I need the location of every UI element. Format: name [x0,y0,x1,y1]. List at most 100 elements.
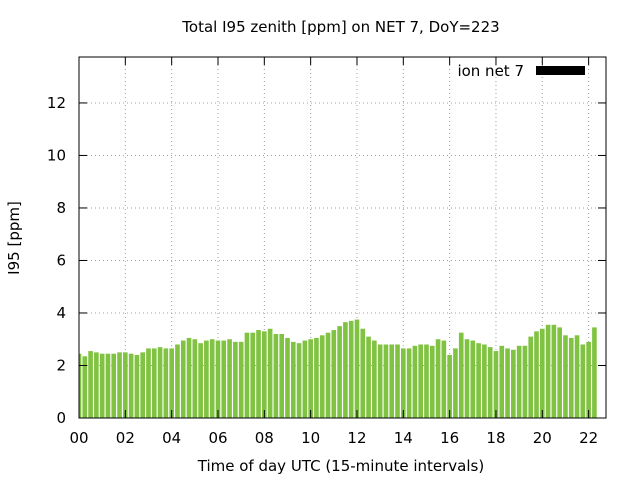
bar [412,345,418,418]
bar [209,339,215,418]
y-tick-label: 4 [56,304,66,322]
bar [568,337,574,418]
bar [111,353,117,418]
x-tick-label: 10 [301,429,320,447]
bar [400,348,406,418]
bar [528,336,534,418]
legend: ion net 7 [457,62,585,80]
bar [151,348,157,418]
bars [79,319,597,418]
x-tick-label: 20 [533,429,552,447]
bar [447,354,452,418]
bar [204,340,209,418]
bar [221,340,227,418]
bar [325,332,331,418]
y-tick-label: 2 [56,356,66,374]
x-tick-label: 12 [347,429,366,447]
bar [372,340,377,418]
bar [123,352,128,418]
bar [175,344,180,418]
bar [505,348,510,418]
chart-title: Total I95 zenith [ppm] on NET 7, DoY=223 [181,18,499,36]
bar [267,328,273,418]
x-tick-label: 02 [116,429,135,447]
bar [429,345,435,418]
bar [435,339,441,418]
bar [192,339,198,418]
bar [522,345,528,418]
bar [418,344,423,418]
bar [290,341,296,418]
bar [545,324,551,418]
bar [99,353,105,418]
bar [516,345,522,418]
bar [262,331,267,418]
bar [256,330,261,418]
bar [314,337,319,418]
bar [302,340,308,418]
bar [377,344,383,418]
x-axis-label: Time of day UTC (15-minute intervals) [197,457,484,475]
x-tick-label: 06 [208,429,227,447]
bar [79,353,82,418]
bar [285,337,290,418]
bar [134,354,140,418]
bar [319,335,325,418]
bar [128,353,134,418]
x-tick-label: 08 [255,429,274,447]
bar [296,343,302,418]
bar [308,339,313,418]
y-tick-label: 6 [56,251,66,269]
x-tick-label: 04 [162,429,181,447]
bar [441,340,447,418]
legend-label: ion net 7 [457,62,524,80]
bar [244,332,250,418]
y-tick-label: 0 [56,409,66,427]
bar [215,340,221,418]
bar [534,331,539,418]
bar [360,328,366,418]
bar [198,343,203,418]
bar [82,356,88,418]
bar [354,319,360,418]
bar [279,333,285,418]
y-tick-label: 8 [56,199,66,217]
bar [470,340,476,418]
y-tick-label: 12 [47,94,66,112]
bar [348,320,354,418]
x-tick-label: 00 [69,429,88,447]
bar [551,324,557,418]
bar [105,353,111,418]
bar [574,335,580,418]
bar [169,348,174,418]
x-tick-label: 22 [579,429,598,447]
bar [458,332,464,418]
bar [476,343,481,418]
bar [383,344,389,418]
bar [487,347,493,418]
bar [424,344,429,418]
bar [580,344,586,418]
bar [511,349,516,418]
bar [180,340,186,418]
x-tick-label: 16 [440,429,459,447]
bar [343,322,348,418]
bar [140,352,146,418]
x-tick-label: 18 [486,429,505,447]
bar [146,348,151,418]
bar [233,341,238,418]
bar [117,352,122,418]
bar [395,344,400,418]
bar [186,337,192,418]
bar [227,339,232,418]
bar [273,333,279,418]
bar [94,352,99,418]
bar [563,335,568,418]
bar [482,344,487,418]
bar [366,336,371,418]
bar [250,332,256,418]
bar [539,328,545,418]
